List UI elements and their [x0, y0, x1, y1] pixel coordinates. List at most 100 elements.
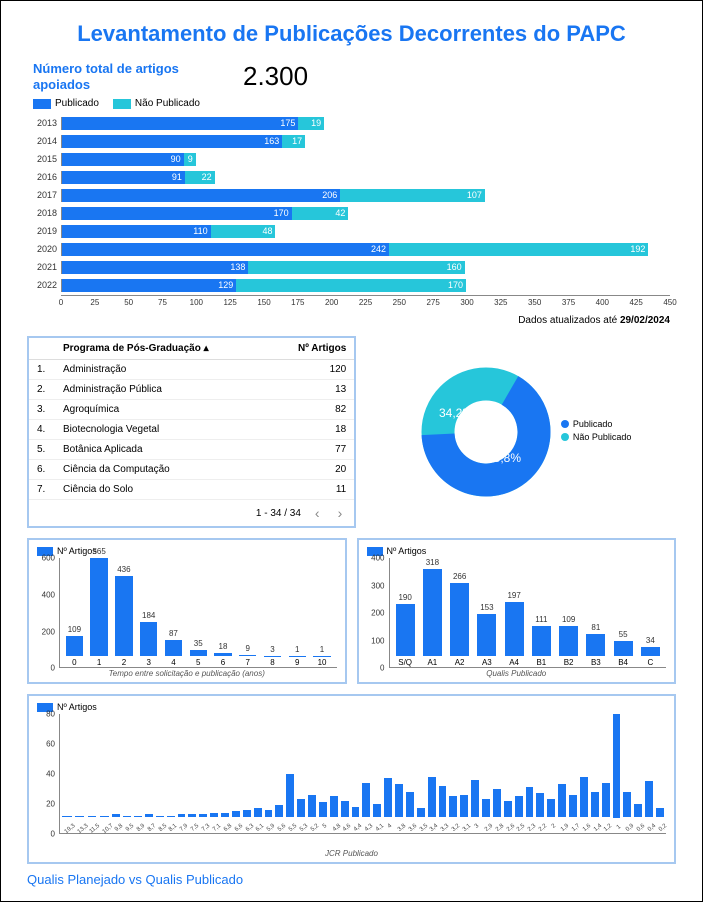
bar: [417, 808, 425, 817]
bar-col: 8,5: [155, 714, 165, 833]
bar-col: 0,6: [633, 714, 643, 833]
bar-label: 266: [453, 572, 466, 581]
table-row[interactable]: 1. Administração 120: [29, 360, 354, 380]
legend-item: Não Publicado: [113, 98, 200, 109]
sort-icon: ▴: [204, 343, 209, 354]
bar-col: 3,6: [405, 714, 415, 833]
hbar-track: 129 170: [61, 279, 670, 292]
page-title: Levantamento de Publicações Decorrentes …: [13, 21, 690, 47]
hbar-npub: 22: [185, 171, 215, 184]
hbar-track: 242 192: [61, 243, 670, 256]
x-tick: 275: [426, 298, 439, 307]
hbar-row: 2015 90 9: [33, 151, 670, 167]
bar-col: 5,6: [274, 714, 284, 833]
bar-col: 6,6: [231, 714, 241, 833]
bar: [145, 814, 153, 817]
qualis-legend-label: Nº Artigos: [387, 546, 427, 556]
table-header[interactable]: Programa de Pós-Graduação ▴ Nº Artigos: [29, 338, 354, 360]
bar-col: 1 9: [285, 558, 310, 667]
bar-label: 1: [320, 645, 324, 654]
row-num: 3.: [37, 404, 63, 415]
table-row[interactable]: 2. Administração Pública 13: [29, 380, 354, 400]
bar-col: 35 5: [186, 558, 211, 667]
table-row[interactable]: 3. Agroquímica 82: [29, 400, 354, 420]
x-tick: 300: [460, 298, 473, 307]
bar: [602, 783, 610, 818]
hbar-npub: 192: [389, 243, 648, 256]
bar: [297, 799, 305, 817]
pager-next-icon[interactable]: ›: [334, 505, 347, 521]
bar-col: 3,2: [448, 714, 458, 833]
bar: 9: [239, 655, 256, 657]
row-num: 2.: [37, 384, 63, 395]
x-tick: 200: [325, 298, 338, 307]
y-tick: 40: [46, 770, 55, 779]
bar-col: 5: [318, 714, 328, 833]
x-tick: 425: [629, 298, 642, 307]
hbar-track: 163 17: [61, 135, 670, 148]
bar-label: 190: [398, 593, 411, 602]
row-num: 7.: [37, 484, 63, 495]
bar: 55: [614, 641, 633, 656]
bar: 81: [586, 634, 605, 656]
legend-label: Publicado: [573, 419, 613, 429]
bar: [449, 796, 457, 817]
hbar-pub: 163: [62, 135, 282, 148]
bar-col: 3,1: [459, 714, 469, 833]
bar-x-label: B1: [536, 658, 546, 667]
row-num: 4.: [37, 424, 63, 435]
table-row[interactable]: 7. Ciência do Solo 11: [29, 480, 354, 500]
table-row[interactable]: 4. Biotecnologia Vegetal 18: [29, 420, 354, 440]
bar: 197: [505, 602, 524, 656]
bar: [352, 807, 360, 818]
bar-label: 55: [619, 630, 628, 639]
bar-col: 6,8: [220, 714, 230, 833]
row-program: Administração Pública: [63, 384, 276, 395]
bar-col: 81 B3: [582, 558, 609, 667]
bar-label: 35: [194, 639, 203, 648]
hbar-pub: 138: [62, 261, 248, 274]
bar: [188, 814, 196, 817]
bar: 18: [214, 653, 231, 656]
bar: [341, 801, 349, 818]
bar: [243, 810, 251, 818]
bar-col: 3 8: [260, 558, 285, 667]
bar: 153: [477, 614, 496, 656]
bar: [613, 714, 621, 818]
bar: [330, 796, 338, 817]
pager-prev-icon[interactable]: ‹: [311, 505, 324, 521]
bar-col: 4,3: [361, 714, 371, 833]
bar: [308, 795, 316, 818]
row-program: Agroquímica: [63, 404, 276, 415]
hbar-pub: 129: [62, 279, 236, 292]
hbar-track: 138 160: [61, 261, 670, 274]
bar-col: 111 B1: [528, 558, 555, 667]
bar: 35: [190, 650, 207, 656]
hbar-year: 2022: [33, 280, 61, 290]
bar-label: 34: [646, 636, 655, 645]
bar-label: 1: [295, 645, 299, 654]
hbar-npub: 170: [236, 279, 466, 292]
bar-label: 81: [591, 623, 600, 632]
bar: [88, 816, 97, 818]
tempo-legend-label: Nº Artigos: [57, 546, 97, 556]
bar-label: 184: [142, 611, 155, 620]
bar: [373, 804, 381, 818]
footer-link[interactable]: Qualis Planejado vs Qualis Publicado: [27, 872, 676, 887]
bar: [156, 816, 164, 818]
hbar-row: 2014 163 17: [33, 133, 670, 149]
legend-label: Não Publicado: [135, 98, 200, 109]
table-row[interactable]: 5. Botânica Aplicada 77: [29, 440, 354, 460]
kpi-row: Número total de artigos apoiados 2.300: [33, 61, 690, 92]
bar: 3: [264, 656, 281, 657]
bar: [210, 813, 218, 818]
col-count: Nº Artigos: [276, 343, 346, 354]
y-tick: 0: [380, 664, 384, 673]
bar-col: 3,8: [394, 714, 404, 833]
table-row[interactable]: 6. Ciência da Computação 20: [29, 460, 354, 480]
hbar-year: 2021: [33, 262, 61, 272]
bar: [232, 811, 240, 817]
bar-col: 7,5: [187, 714, 197, 833]
program-table: Programa de Pós-Graduação ▴ Nº Artigos 1…: [27, 336, 356, 528]
bar-col: 2,5: [514, 714, 524, 833]
